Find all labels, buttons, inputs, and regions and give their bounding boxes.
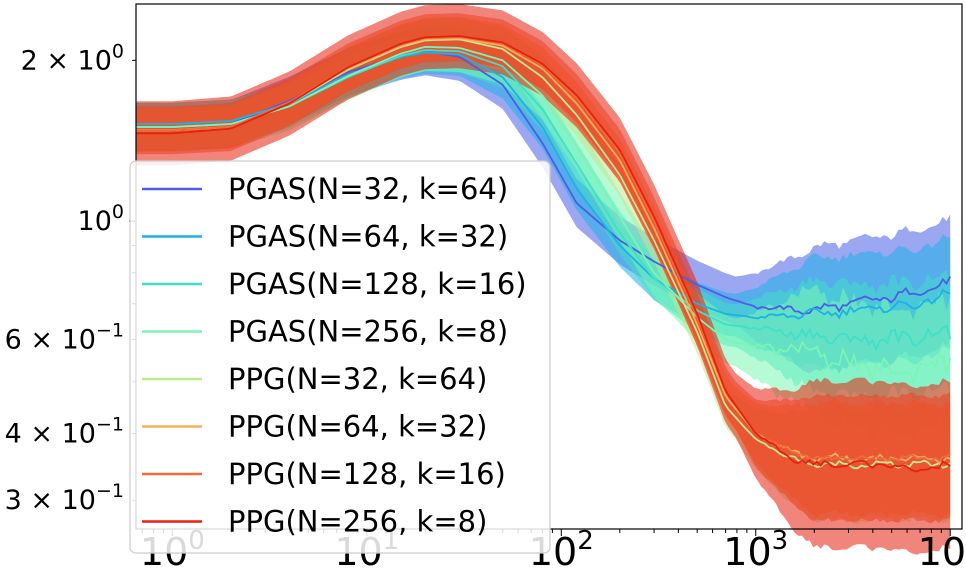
x-tick-label: 103 [723,526,788,568]
y-tick-label: 2 × 100 [21,40,124,76]
legend-label-ppg-n-64-k-32: PPG(N=64, k=32) [228,410,487,444]
legend-label-pgas-n-32-k-64: PGAS(N=32, k=64) [228,172,508,206]
band-pgas-n-32-k-64 [136,27,951,374]
y-axis: 2 × 100 100 6 × 10−1 4 × 10−1 3 × 10−1 [5,40,136,516]
legend-label-ppg-n-128-k-16: PPG(N=128, k=16) [228,457,506,491]
x-tick-label: 104 [918,526,966,568]
legend-label-pgas-n-64-k-32: PGAS(N=64, k=32) [228,220,508,254]
legend-label-pgas-n-128-k-16: PGAS(N=128, k=16) [228,267,527,301]
y-tick-label: 100 [78,201,124,237]
confidence-bands [136,4,951,555]
legend-box [129,160,551,554]
y-tick-label: 3 × 10−1 [5,480,124,516]
legend-label-pgas-n-256-k-8: PGAS(N=256, k=8) [228,315,508,349]
legend-label-ppg-n-32-k-64: PPG(N=32, k=64) [228,362,487,396]
series-lines [136,35,952,473]
y-tick-label: 6 × 10−1 [5,320,124,356]
band-ppg-n-256-k-8 [136,4,951,555]
y-tick-label: 4 × 10−1 [5,414,124,450]
band-pgas-n-256-k-8 [136,22,951,446]
legend-label-ppg-n-256-k-8: PPG(N=256, k=8) [228,505,487,539]
legend: PGAS(N=32, k=64) PGAS(N=64, k=32) PGAS(N=1… [129,160,551,554]
band-pgas-n-128-k-16 [136,28,951,406]
line-ppg-n-256-k-8 [136,35,951,473]
